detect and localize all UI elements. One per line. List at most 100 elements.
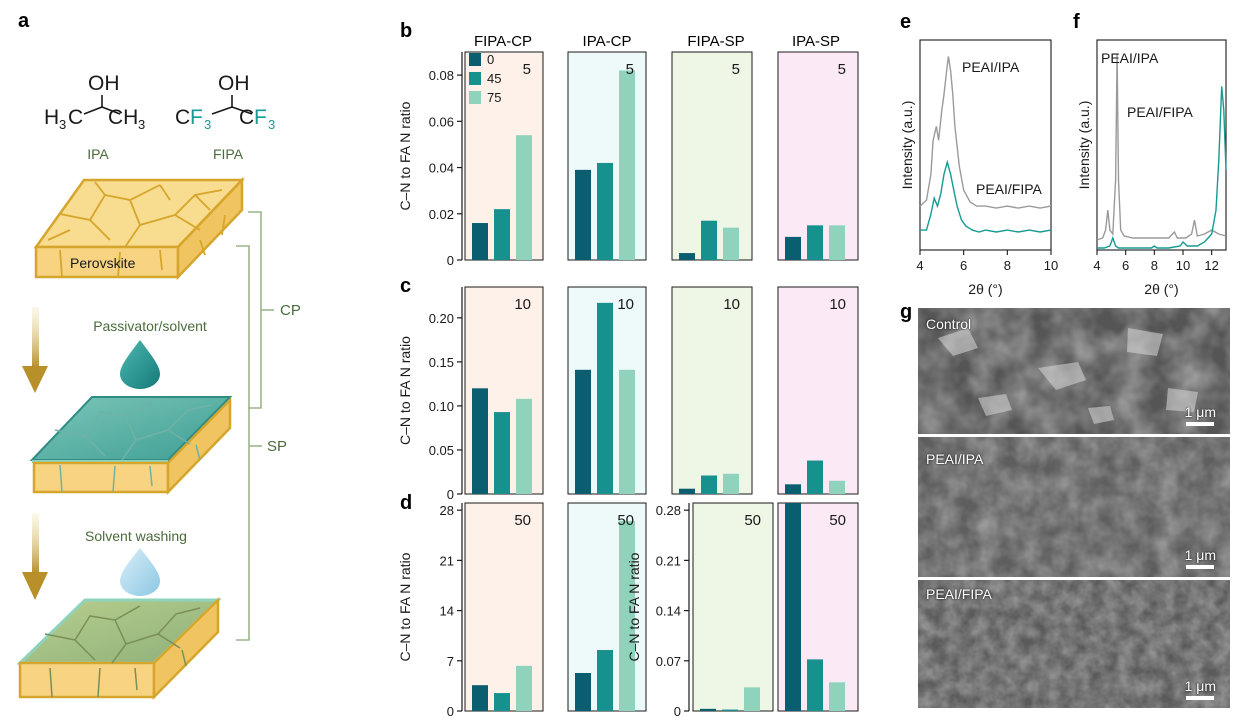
panel-c-y-label: C–N to FA N ratio bbox=[397, 336, 413, 445]
panel-b-bar bbox=[679, 253, 695, 260]
sem-scale-peai-ipa: 1 μm bbox=[1185, 547, 1216, 569]
panel-d-right-bar bbox=[829, 682, 845, 711]
coated-block bbox=[29, 396, 233, 496]
fipa-bond-chain bbox=[211, 106, 253, 115]
panel-e-series-label: PEAI/IPA bbox=[962, 59, 1020, 75]
panel-d-right-bar bbox=[744, 687, 760, 711]
panel-d-left-y-tick-label: 28 bbox=[440, 503, 454, 518]
panel-d-left-y-tick-label: 0 bbox=[447, 704, 454, 719]
panel-c-y-tick-label: 0.05 bbox=[429, 443, 454, 458]
sp-label: SP bbox=[267, 438, 287, 455]
panel-e-x-label: 2θ (°) bbox=[968, 281, 1002, 297]
coated-grains bbox=[54, 401, 213, 493]
panel-d-left-y-tick-label: 21 bbox=[440, 553, 454, 568]
panel-d-right-y-tick-label: 0.28 bbox=[656, 503, 681, 518]
cp-label: CP bbox=[280, 302, 301, 319]
sem-texture-peai-ipa bbox=[918, 437, 1230, 577]
panel-c-group-frame bbox=[671, 286, 753, 495]
panel-f-x-tick-label: 4 bbox=[1093, 258, 1100, 273]
scale-bar-icon bbox=[1186, 696, 1215, 700]
panel-d-right-y-tick-label: 0 bbox=[674, 704, 681, 719]
fipa-f1-sub: 3 bbox=[204, 117, 211, 132]
panel-c-bar bbox=[723, 473, 739, 494]
ipa-ch-sub: 3 bbox=[138, 117, 145, 132]
panel-d-left-bar bbox=[575, 672, 591, 711]
sem-label-control: Control bbox=[926, 316, 972, 332]
panel-a-schematic: a OH H 3 C CH 3 OH C F 3 C F 3 IPA FIPA bbox=[16, 10, 301, 701]
sem-label-peai-ipa: PEAI/IPA bbox=[926, 451, 984, 467]
fipa-c2: C bbox=[239, 106, 254, 129]
panel-label-a: a bbox=[18, 10, 30, 32]
panel-f-series-0 bbox=[1096, 54, 1227, 241]
process-brackets bbox=[236, 211, 274, 641]
panel-b-y-label: C–N to FA N ratio bbox=[397, 101, 413, 210]
panel-b-bar bbox=[597, 162, 613, 260]
panel-c-bar bbox=[575, 369, 591, 494]
panel-b-y-tick-label: 0.08 bbox=[429, 68, 454, 83]
perovskite-side bbox=[176, 176, 244, 281]
sem-label-peai-fipa: PEAI/FIPA bbox=[926, 586, 992, 602]
panel-d-left-bar bbox=[494, 693, 510, 711]
panel-f-series-1 bbox=[1097, 86, 1227, 249]
panel-c-y-tick-label: 0.15 bbox=[429, 355, 454, 370]
panel-b-bar bbox=[494, 209, 510, 260]
coated-side bbox=[166, 396, 232, 496]
sem-scale-text-peai-ipa: 1 μm bbox=[1184, 547, 1216, 563]
sem-image-peai-fipa: PEAI/FIPA 1 μm bbox=[918, 580, 1230, 708]
ipa-label: IPA bbox=[87, 146, 109, 162]
ipa-h: H bbox=[44, 106, 59, 129]
panel-b-bar bbox=[575, 169, 591, 260]
ipa-molecule: OH H 3 C CH 3 bbox=[44, 72, 145, 132]
panel-c-annotation: 10 bbox=[723, 296, 740, 313]
ipa-oh: OH bbox=[88, 72, 120, 95]
fipa-f1: F bbox=[190, 106, 203, 129]
panel-d-left-y-tick-label: 7 bbox=[447, 654, 454, 669]
panel-d-left-annotation: 50 bbox=[617, 512, 634, 529]
panel-d-left-annotation: 50 bbox=[514, 512, 531, 529]
fipa-label: FIPA bbox=[213, 146, 244, 162]
panel-b-y-tick-label: 0.02 bbox=[429, 207, 454, 222]
panel-f-x-tick-label: 8 bbox=[1151, 258, 1158, 273]
legend-label: 0 bbox=[487, 52, 494, 67]
panel-c-bar bbox=[472, 388, 488, 494]
panel-b-bar bbox=[516, 135, 532, 260]
panel-d-right-bar bbox=[722, 709, 738, 711]
panel-d-right-y-tick-label: 0.21 bbox=[656, 553, 681, 568]
panel-e-x-tick-label: 10 bbox=[1044, 258, 1058, 273]
fipa-oh: OH bbox=[218, 72, 250, 95]
panel-b-annotation: 5 bbox=[626, 61, 634, 78]
process-arrow-1 bbox=[22, 307, 48, 393]
panel-d-right-bar bbox=[700, 708, 716, 711]
panel-c-bar bbox=[701, 475, 717, 494]
panel-d-right-bar bbox=[785, 503, 801, 711]
panel-c-annotation: 10 bbox=[617, 296, 634, 313]
panel-d-left-bar bbox=[472, 685, 488, 711]
coated-front bbox=[32, 461, 170, 494]
panel-b-bar bbox=[723, 227, 739, 260]
panel-d-right-group-frame bbox=[692, 502, 774, 712]
panel-d-right-bar bbox=[807, 659, 823, 711]
sem-texture-peai-fipa bbox=[918, 580, 1230, 708]
panel-b-bar bbox=[619, 70, 635, 260]
scale-bar-icon bbox=[1186, 565, 1215, 569]
panel-e-x-tick-label: 6 bbox=[960, 258, 967, 273]
panel-b-bar bbox=[807, 225, 823, 260]
fipa-c1: C bbox=[175, 106, 190, 129]
panel-b-bar bbox=[785, 236, 801, 260]
panel-b-annotation: 5 bbox=[732, 61, 740, 78]
panel-c-bar bbox=[807, 460, 823, 494]
legend-label: 75 bbox=[487, 90, 501, 105]
panel-d-right-annotation: 50 bbox=[829, 512, 846, 529]
sem-scale-text-peai-fipa: 1 μm bbox=[1184, 678, 1216, 694]
cp-bracket bbox=[248, 211, 262, 409]
panel-b-annotation: 5 bbox=[523, 61, 531, 78]
process-arrow-2 bbox=[22, 513, 48, 600]
panel-e-series-label: PEAI/FIPA bbox=[976, 181, 1043, 197]
ipa-h-sub: 3 bbox=[59, 117, 66, 132]
panel-f-x-label: 2θ (°) bbox=[1144, 281, 1178, 297]
panel-b-bar bbox=[829, 225, 845, 260]
washed-front bbox=[18, 661, 156, 699]
panel-d-right-y-tick-label: 0.14 bbox=[656, 604, 681, 619]
